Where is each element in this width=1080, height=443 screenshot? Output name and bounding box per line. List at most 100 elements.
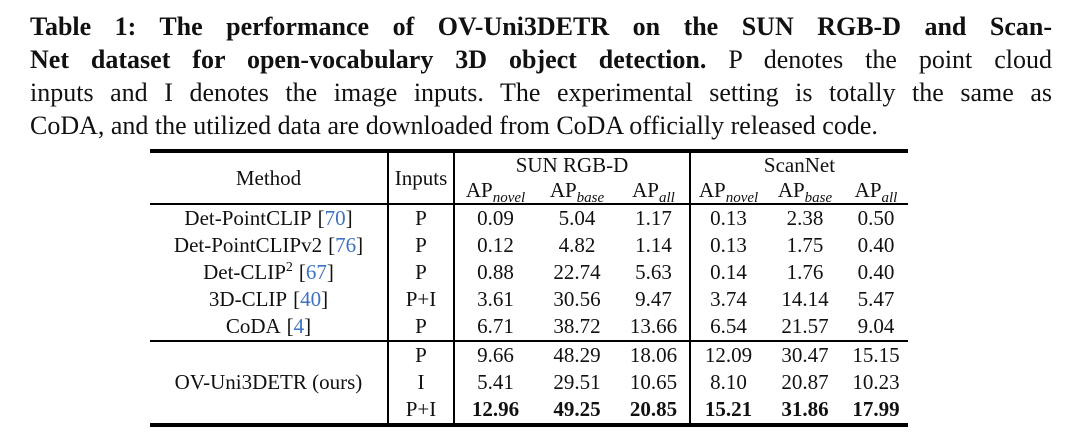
col-header-sun-ap-novel: APnovel: [454, 178, 536, 205]
method-cell: Det-PointCLIPv2 [76]: [150, 232, 389, 259]
col-header-sun-ap-base: APbase: [536, 178, 618, 205]
table-row-det-pointclipv2: Det-PointCLIPv2 [76] P 0.12 4.82 1.14 0.1…: [150, 232, 908, 259]
method-cell: Det-CLIP2 [67]: [150, 259, 389, 286]
caption-line-2: Net dataset for open-vocabulary 3D objec…: [30, 43, 1052, 76]
cell-sun-ap-base: 29.51: [553, 370, 601, 394]
cell-scan-ap-all: 5.47: [857, 287, 895, 311]
cell-scan-ap-all: 9.04: [857, 314, 895, 338]
cite-bracket-open: [: [298, 260, 306, 284]
caption-bold-text: Table 1: The performance of OV-Uni3DETR …: [30, 12, 1052, 41]
cell-scan-ap-novel: 0.13: [710, 233, 747, 257]
citation-link[interactable]: 76: [335, 233, 357, 257]
cell-sun-ap-base: 38.72: [553, 314, 601, 338]
cell-scan-ap-all: 17.99: [852, 397, 900, 421]
method-name: CoDA: [225, 314, 281, 338]
caption-line-1: Table 1: The performance of OV-Uni3DETR …: [30, 10, 1052, 43]
cell-sun-ap-novel: 6.71: [477, 314, 514, 338]
inputs-cell: P: [388, 259, 455, 286]
method-name: 3D-CLIP: [208, 287, 288, 311]
cite-bracket-close: ]: [304, 314, 312, 338]
cell-sun-ap-novel: 12.96: [471, 397, 520, 421]
table-caption: Table 1: The performance of OV-Uni3DETR …: [0, 0, 1080, 142]
method-cell: CoDA [4]: [150, 313, 389, 341]
cell-scan-ap-base: 31.86: [781, 397, 829, 421]
cell-sun-ap-all: 5.63: [618, 259, 691, 286]
cell-scan-ap-novel: 0.13: [710, 206, 747, 230]
caption-line-3: inputs and I denotes the image inputs. T…: [30, 76, 1052, 109]
cell-scan-ap-base: 14.14: [781, 287, 829, 311]
caption-regular-text: inputs and I denotes the image inputs. T…: [30, 78, 1052, 107]
cell-scan-ap-all: 15.15: [844, 340, 909, 369]
cell-sun-ap-all: 18.06: [618, 340, 691, 369]
table-row-det-pointclip: Det-PointCLIP [70] P 0.09 5.04 1.17 0.13 …: [150, 204, 908, 232]
cite-bracket-close: ]: [326, 260, 334, 284]
inputs-cell: P: [388, 232, 455, 259]
group-header-scannet: ScanNet: [763, 153, 836, 177]
cite-bracket-close: ]: [356, 233, 364, 257]
cell-sun-ap-novel: 5.41: [477, 370, 514, 394]
method-name: Det-PointCLIP: [184, 206, 312, 230]
inputs-cell: P: [388, 204, 455, 232]
cell-sun-ap-all: 9.47: [618, 286, 691, 313]
cell-sun-ap-novel: 0.09: [477, 206, 514, 230]
method-cell: Det-PointCLIP [70]: [150, 204, 389, 232]
cite-bracket-open: [: [293, 287, 301, 311]
header-row-groups: Method Inputs SUN RGB-D ScanNet: [150, 151, 908, 205]
table-row-ours-p: OV-Uni3DETR (ours) P 9.66 48.29 18.06 12…: [150, 340, 909, 425]
method-name: Det-CLIP: [203, 260, 286, 284]
method-cell: 3D-CLIP [40]: [150, 286, 389, 313]
method-superscript: 2: [285, 260, 293, 275]
cell-scan-ap-novel: 0.14: [710, 260, 747, 284]
cite-bracket-close: ]: [345, 206, 353, 230]
inputs-cell: I: [388, 369, 455, 396]
cite-bracket-open: [: [317, 206, 325, 230]
header-row-metrics: APnovel APbase APall APnovel APbase APal…: [150, 178, 909, 205]
cell-scan-ap-novel: 15.21: [704, 397, 753, 421]
inputs-cell: P+I: [388, 286, 455, 313]
ap-label: AP: [698, 178, 726, 202]
caption-bold-text: Net dataset for open-vocabulary 3D objec…: [30, 45, 707, 74]
cell-sun-ap-novel: 9.66: [454, 340, 536, 369]
table-row-3d-clip: 3D-CLIP [40] P+I 3.61 30.56 9.47 3.74 14.…: [150, 286, 908, 313]
ap-label: AP: [777, 178, 805, 202]
citation-link[interactable]: 40: [300, 287, 322, 311]
cell-scan-ap-all: 0.40: [857, 260, 895, 284]
col-header-scan-ap-all: APall: [844, 178, 909, 205]
citation-link[interactable]: 67: [305, 260, 327, 284]
table-row-det-clip2: Det-CLIP2 [67] P 0.88 22.74 5.63 0.14 1.7…: [150, 259, 908, 286]
ap-subscript: novel: [492, 190, 526, 204]
cite-bracket-open: [: [286, 314, 294, 338]
cell-sun-ap-novel: 3.61: [477, 287, 514, 311]
table-row-coda: CoDA [4] P 6.71 38.72 13.66 6.54 21.57 9.…: [150, 313, 908, 341]
cite-bracket-open: [: [328, 233, 336, 257]
ap-label: AP: [465, 178, 493, 202]
method-name: Det-PointCLIPv2: [173, 233, 323, 257]
cell-scan-ap-novel: 3.74: [710, 287, 747, 311]
results-table: Method Inputs SUN RGB-D ScanNet APnovel …: [150, 149, 909, 427]
inputs-cell: P: [388, 340, 455, 369]
table-row-ours-pi: P+I 12.96 49.25 20.85 15.21 31.86 17.99: [150, 396, 908, 425]
inputs-cell: P: [388, 313, 455, 341]
cell-sun-ap-all: 1.17: [618, 204, 691, 232]
col-header-inputs: Inputs: [388, 151, 455, 205]
cell-scan-ap-base: 21.57: [781, 314, 829, 338]
ap-subscript: base: [804, 190, 833, 204]
cell-sun-ap-base: 30.56: [553, 287, 601, 311]
col-header-method: Method: [150, 151, 389, 205]
cell-scan-ap-base: 1.75: [786, 233, 824, 257]
cell-scan-ap-base: 30.47: [766, 340, 844, 369]
cell-scan-ap-all: 0.50: [857, 206, 895, 230]
method-cell-ours: OV-Uni3DETR (ours): [150, 340, 389, 425]
ap-subscript: base: [576, 190, 605, 204]
cell-sun-ap-all: 20.85: [618, 396, 691, 425]
cell-scan-ap-all: 0.40: [857, 233, 895, 257]
table-row-ours-i: I 5.41 29.51 10.65 8.10 20.87 10.23: [150, 369, 908, 396]
ap-subscript: all: [881, 190, 898, 204]
ap-label: AP: [632, 178, 659, 202]
cell-sun-ap-novel: 0.12: [477, 233, 514, 257]
citation-link[interactable]: 4: [293, 314, 305, 338]
group-header-sun-rgbd: SUN RGB-D: [454, 151, 691, 178]
citation-link[interactable]: 70: [324, 206, 346, 230]
ap-label: AP: [549, 178, 577, 202]
